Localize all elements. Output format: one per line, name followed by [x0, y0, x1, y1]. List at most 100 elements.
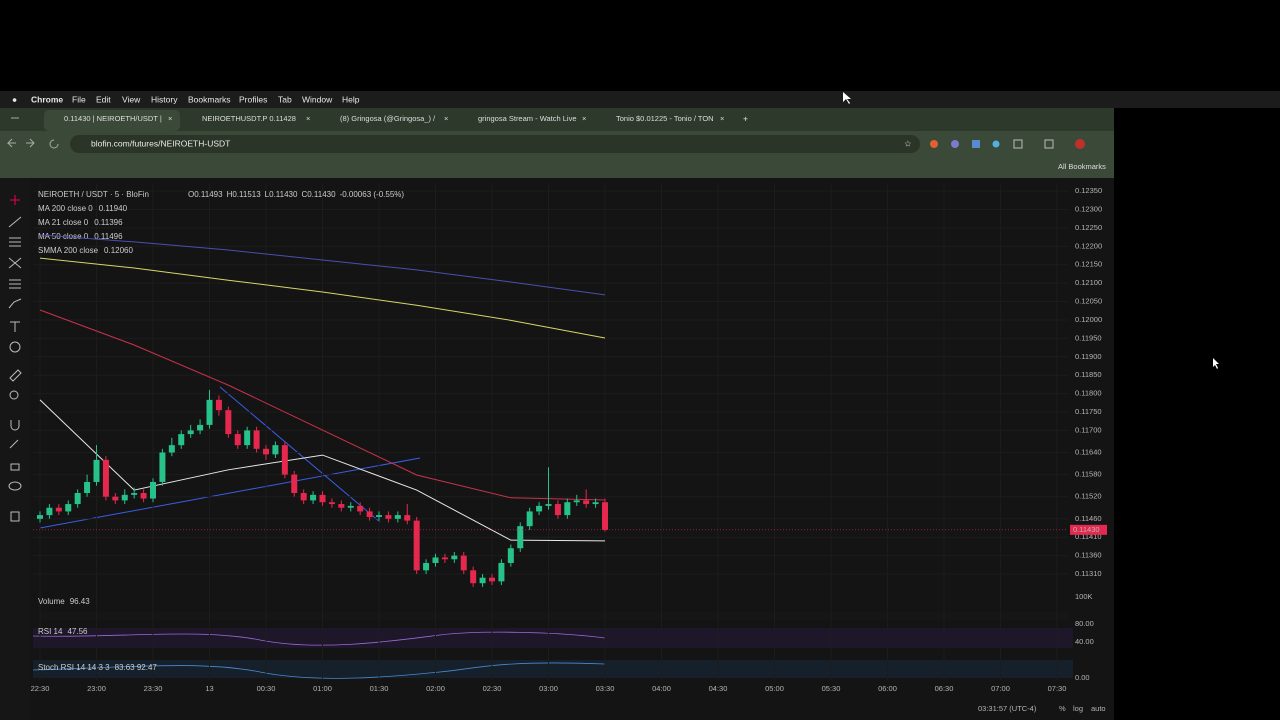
trend-lines[interactable]: [39, 386, 421, 529]
y-tick-label: 0.12300: [1075, 204, 1102, 213]
cursor: [1213, 358, 1219, 369]
volume-pane: [40, 612, 1070, 620]
x-tick-label: 13: [205, 684, 213, 693]
scale-option[interactable]: %: [1059, 704, 1066, 713]
candle-body: [55, 507, 62, 512]
ohlc-label: O: [188, 190, 194, 199]
candle-body: [470, 570, 477, 584]
candle-body: [413, 520, 420, 571]
new-tab[interactable]: +: [743, 113, 748, 123]
y-tick-label: 0.11360: [1075, 551, 1102, 560]
extension-icons[interactable]: [930, 139, 1085, 149]
url[interactable]: blofin.com/futures/NEIROETH-USDT: [91, 138, 230, 148]
menu-item[interactable]: Window: [302, 94, 333, 104]
scale-option[interactable]: log: [1073, 704, 1083, 713]
candle-body: [121, 494, 128, 501]
indicator-name[interactable]: SMMA 200 close: [38, 246, 99, 255]
indicator-name[interactable]: MA 21 close 0: [38, 218, 89, 227]
rsi-band: [33, 628, 1073, 648]
indicator-line: [39, 257, 606, 339]
apple-logo[interactable]: ●: [12, 94, 17, 104]
scale-option[interactable]: auto: [1091, 704, 1106, 713]
tab-title[interactable]: (8) Gringosa (@Gringosa_) /: [340, 114, 436, 123]
menu-item[interactable]: Help: [342, 94, 360, 104]
pane-axis-label: 40.00: [1075, 637, 1094, 646]
menu-item[interactable]: Profiles: [239, 94, 267, 104]
y-tick-label: 0.12350: [1075, 186, 1102, 195]
pane-value: 47.56: [67, 627, 88, 636]
stoch-line: [32, 662, 606, 679]
x-tick-label: 04:00: [652, 684, 671, 693]
candle-body: [310, 494, 317, 501]
x-tick-label: 06:30: [935, 684, 954, 693]
tab-close[interactable]: ×: [582, 114, 586, 123]
pane-name[interactable]: RSI 14: [38, 627, 63, 636]
tab-close[interactable]: ×: [720, 114, 724, 123]
address-field[interactable]: [70, 135, 920, 153]
candle-body: [234, 434, 241, 446]
y-tick-label: 0.11460: [1075, 514, 1102, 523]
y-tick-label: 0.11520: [1075, 492, 1102, 501]
candle-body: [441, 557, 448, 560]
candle-body: [460, 555, 467, 571]
candle-body: [244, 430, 251, 446]
ohlc-value: 0.11513: [232, 190, 261, 199]
candle-body: [507, 548, 514, 563]
chart-title[interactable]: NEIROETH / USDT · 5 · BloFin: [38, 190, 149, 199]
indicator-line: [39, 309, 606, 501]
candle-body: [102, 459, 109, 497]
pane-name[interactable]: Volume: [38, 597, 65, 606]
x-tick-label: 23:00: [87, 684, 106, 693]
pane-name[interactable]: Stoch RSI 14 14 3 3: [38, 663, 110, 672]
menu-item[interactable]: File: [72, 94, 86, 104]
tab-title[interactable]: NEIROETHUSDT.P 0.11428: [202, 114, 296, 123]
x-tick-label: 04:30: [709, 684, 728, 693]
candle-body: [423, 562, 430, 571]
clock: 03:31:57 (UTC-4): [978, 704, 1037, 713]
nav-buttons[interactable]: [6, 117, 59, 149]
candle-body: [338, 504, 345, 508]
tab-close[interactable]: ×: [168, 114, 172, 123]
tab-close[interactable]: ×: [444, 114, 448, 123]
candle-body: [517, 526, 524, 549]
candle-body: [536, 505, 543, 512]
left-toolbar: [0, 178, 30, 720]
menu-item[interactable]: Tab: [278, 94, 292, 104]
candle-body: [564, 502, 571, 516]
pane-axis-label: 100K: [1075, 592, 1093, 601]
candle-body: [74, 493, 81, 505]
y-tick-label: 0.12250: [1075, 223, 1102, 232]
x-tick-label: 01:30: [370, 684, 389, 693]
ohlc-label: L: [265, 190, 270, 199]
tab-bar: [0, 108, 1114, 131]
tab-title[interactable]: 0.11430 | NEIROETH/USDT |: [64, 114, 162, 123]
pane-value: 83.63 92.47: [115, 663, 158, 672]
tab-title[interactable]: Tonio $0.01225 - Tonio / TON: [616, 114, 714, 123]
candle-body: [319, 494, 326, 503]
tab-close[interactable]: ×: [306, 114, 310, 123]
bookmark-star[interactable]: ☆: [904, 138, 912, 148]
last-price-label: 0.11430: [1073, 525, 1100, 534]
candle-body: [150, 481, 156, 499]
x-tick-label: 07:00: [991, 684, 1010, 693]
candle-body: [573, 500, 580, 503]
app-name[interactable]: Chrome: [31, 94, 63, 104]
menu-item[interactable]: Edit: [96, 94, 111, 104]
menu-item[interactable]: History: [151, 94, 178, 104]
indicator-name[interactable]: MA 200 close 0: [38, 204, 93, 213]
ohlc-label: C: [301, 190, 307, 199]
bookmarks[interactable]: All Bookmarks: [1058, 162, 1106, 171]
y-tick-label: 0.12000: [1075, 315, 1102, 324]
ohlc-label: H: [227, 190, 233, 199]
active-tab[interactable]: [44, 110, 180, 131]
tab-title[interactable]: gringosa Stream - Watch Live: [478, 114, 577, 123]
candle-body: [357, 505, 364, 512]
pane-axis-label: 80.00: [1075, 619, 1094, 628]
candle-body: [46, 507, 53, 516]
toolbar-icons[interactable]: [8, 195, 22, 522]
menu-item[interactable]: View: [122, 94, 141, 104]
candle-body: [451, 555, 458, 560]
stoch-band: [33, 660, 1073, 678]
menu-item[interactable]: Bookmarks: [188, 94, 231, 104]
candle-body: [404, 515, 411, 521]
